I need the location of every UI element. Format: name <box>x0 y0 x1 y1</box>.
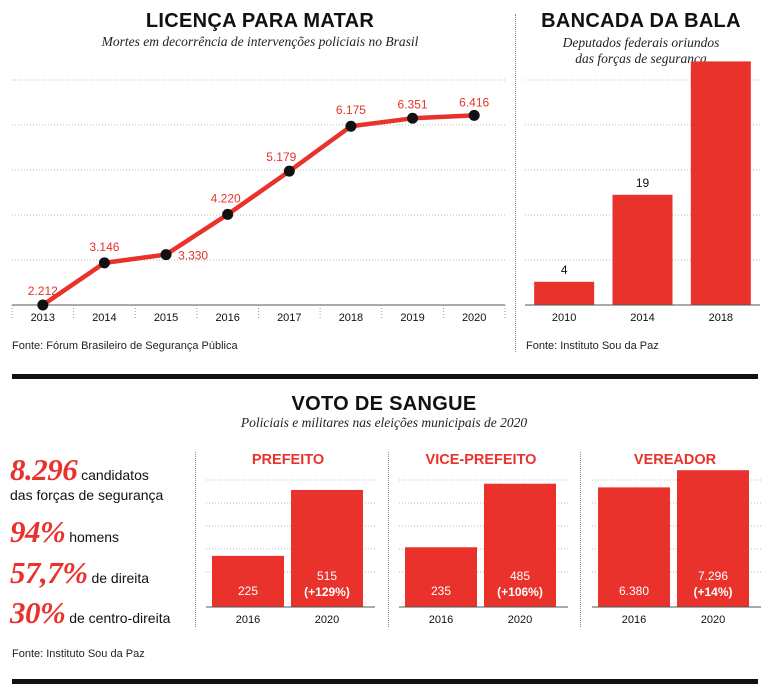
line-chart-data-label: 4.220 <box>211 191 241 205</box>
stat-right-label: de direita <box>87 570 150 586</box>
vice-prefeito-bar <box>484 483 556 607</box>
bottom-divider-3 <box>580 452 581 627</box>
line-chart-x-tick-label: 2017 <box>277 312 301 324</box>
stat-center-right: 30% de centro-direita <box>10 595 170 631</box>
vice-prefeito-bar <box>405 547 477 607</box>
line-chart-point <box>160 249 172 261</box>
line-chart-point <box>468 109 480 121</box>
vice-prefeito-chart: 235 2016 485 (+106%) 2020 <box>399 479 568 626</box>
prefeito-change-label: (+129%) <box>304 585 350 599</box>
stat-candidates-label-2: das forças de segurança <box>10 487 164 503</box>
vereador-bar <box>677 470 749 607</box>
prefeito-data-label: 225 <box>238 584 258 598</box>
line-chart-series-line <box>41 113 475 307</box>
prefeito-bar <box>291 489 363 607</box>
bar-chart-subtitle-2: das forças de segurança <box>575 51 707 66</box>
bar-chart: 42010192014422018 <box>525 61 760 324</box>
top-divider <box>515 14 516 352</box>
line-chart-source: Fonte: Fórum Brasileiro de Segurança Púb… <box>12 340 238 352</box>
bottom-rule <box>12 679 758 684</box>
line-chart-data-label: 6.416 <box>459 95 489 109</box>
stat-right: 57,7% de direita <box>10 555 149 591</box>
line-chart-x-tick-label: 2020 <box>462 312 486 324</box>
stat-candidates: 8.296 candidatos <box>10 452 149 488</box>
line-chart-x-tick-label: 2014 <box>92 312 116 324</box>
vice-prefeito-data-label: 485 <box>510 569 530 583</box>
bar-chart-x-tick-label: 2010 <box>552 312 576 324</box>
bar-chart-data-label: 19 <box>636 176 650 190</box>
bar-chart-title: BANCADA DA BALA <box>541 10 741 32</box>
bottom-title: VOTO DE SANGUE <box>291 393 477 415</box>
vereador-title: VEREADOR <box>633 452 717 468</box>
bottom-source: Fonte: Instituto Sou da Paz <box>12 648 145 660</box>
vice-prefeito-x-tick-label: 2020 <box>508 614 532 626</box>
line-chart-data-label: 3.330 <box>178 249 208 263</box>
line-chart-x-tick-label: 2018 <box>339 312 363 324</box>
bar-chart-bar <box>612 194 673 305</box>
bar-chart-source: Fonte: Instituto Sou da Paz <box>526 340 659 352</box>
bottom-divider-1 <box>195 452 196 627</box>
prefeito-x-tick-label: 2020 <box>315 614 339 626</box>
prefeito-chart: 225 2016 515 (+129%) 2020 <box>206 479 375 626</box>
line-chart-point <box>37 299 49 311</box>
vereador-data-label: 7.296 <box>698 569 728 583</box>
stat-candidates-number: 8.296 <box>10 452 78 487</box>
stat-candidates-line2: das forças de segurança <box>10 487 163 505</box>
vice-prefeito-change-label: (+106%) <box>497 585 543 599</box>
bar-chart-bar <box>534 281 595 305</box>
line-chart-data-label: 6.175 <box>336 103 366 117</box>
line-chart-x-tick-label: 2016 <box>215 312 239 324</box>
vereador-bar <box>598 487 670 607</box>
bar-chart-x-tick-label: 2018 <box>709 312 733 324</box>
prefeito-bar <box>212 555 284 607</box>
line-chart-x-tick-label: 2015 <box>154 312 178 324</box>
vice-prefeito-x-tick-label: 2016 <box>429 614 453 626</box>
stat-men-number: 94% <box>10 514 66 549</box>
line-chart-point <box>407 112 419 124</box>
line-chart-title: LICENÇA PARA MATAR <box>145 10 375 32</box>
bar-chart-subtitle-1: Deputados federais oriundos <box>562 35 720 50</box>
prefeito-title: PREFEITO <box>251 452 325 468</box>
bar-chart-data-label: 4 <box>561 263 568 277</box>
bottom-divider-2 <box>388 452 389 627</box>
vereador-chart: 6.380 2016 7.296 (+14%) 2020 <box>592 470 761 626</box>
vice-prefeito-data-label: 235 <box>431 584 451 598</box>
stat-candidates-label: candidatos <box>77 467 149 483</box>
stat-right-number: 57,7% <box>10 555 88 590</box>
line-chart-subtitle: Mortes em decorrência de intervenções po… <box>101 34 419 49</box>
stat-center-right-label: de centro-direita <box>65 610 171 626</box>
line-chart-x-tick-label: 2019 <box>400 312 424 324</box>
bar-chart-x-tick-label: 2014 <box>630 312 654 324</box>
vereador-x-tick-label: 2016 <box>622 614 646 626</box>
prefeito-x-tick-label: 2016 <box>236 614 260 626</box>
line-chart-point <box>345 120 357 132</box>
line-chart-point <box>222 208 234 220</box>
vereador-data-label: 6.380 <box>619 584 649 598</box>
bar-chart-bar <box>690 61 751 306</box>
line-chart: 2013 2014 2015 2016 2017 2018 2019 2020 2.212 3.1… <box>11 79 506 324</box>
line-chart-point <box>283 165 295 177</box>
bottom-subtitle: Policiais e militares nas eleições munic… <box>240 415 528 430</box>
line-chart-data-label: 5.179 <box>266 150 296 164</box>
line-chart-point <box>98 257 110 269</box>
prefeito-data-label: 515 <box>317 569 337 583</box>
vereador-change-label: (+14%) <box>693 585 732 599</box>
line-chart-data-label: 6.351 <box>398 97 428 111</box>
vice-prefeito-title: VICE-PREFEITO <box>425 452 537 468</box>
stat-center-right-number: 30% <box>10 595 66 630</box>
line-chart-x-tick-label: 2013 <box>31 312 55 324</box>
vereador-x-tick-label: 2020 <box>701 614 725 626</box>
stat-men-label: homens <box>65 529 120 545</box>
stat-men: 94% homens <box>10 514 119 550</box>
line-chart-data-label: 3.146 <box>89 240 119 254</box>
section-separator <box>12 374 758 379</box>
line-chart-data-label: 2.212 <box>28 284 58 298</box>
